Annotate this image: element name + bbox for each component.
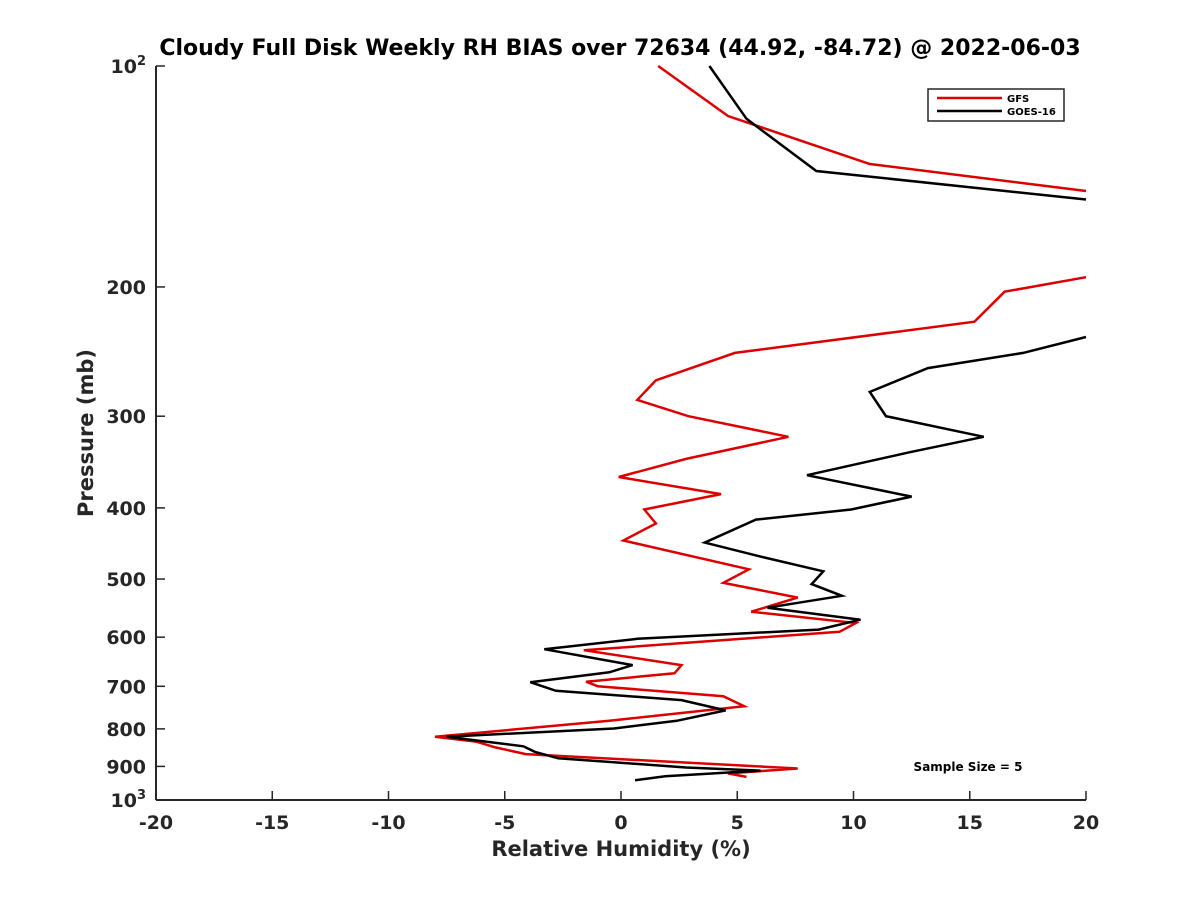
y-tick-label: 500 [106,569,146,591]
y-tick-label: 300 [106,406,146,428]
legend-box [927,88,1065,122]
x-tick-label: 20 [1073,812,1099,834]
chart-title: Cloudy Full Disk Weekly RH BIAS over 726… [159,36,1080,61]
x-tick-label: -5 [494,812,515,834]
legend-label: GOES-16 [1007,107,1056,118]
series-line-gfs [434,64,1087,779]
x-tick-label: -10 [371,812,405,834]
series-layer [434,64,1087,782]
x-tick-label: 0 [614,812,627,834]
y-tick-label: 400 [106,498,146,520]
y-tick-label: 600 [106,627,146,649]
y-axis-label: Pressure (mb) [74,349,98,517]
y-tick-label: 700 [106,676,146,698]
sample-size-annotation: Sample Size = 5 [914,760,1023,774]
x-tick-label: -15 [255,812,289,834]
legend-label: GFS [1007,94,1029,105]
y-tick-label: 800 [106,719,146,741]
series-line-goes-16 [446,65,1087,782]
x-tick-label: 5 [731,812,744,834]
y-tick-label: 200 [106,277,146,299]
y-ticks: 102 200 300 400 500 600 700 800 900 103 [106,54,165,812]
y-tick-label: 102 [111,54,147,78]
x-tick-label: 10 [840,812,866,834]
x-axis-label: Relative Humidity (%) [491,837,750,861]
legend: GFS GOES-16 [927,88,1065,122]
x-tick-label: -20 [139,812,173,834]
x-ticks: -20 -15 -10 -5 0 5 10 15 20 [139,791,1099,834]
plot-area-frame [156,66,1086,800]
y-tick-label: 900 [106,756,146,778]
x-tick-label: 15 [957,812,983,834]
y-tick-label: 103 [111,788,147,812]
